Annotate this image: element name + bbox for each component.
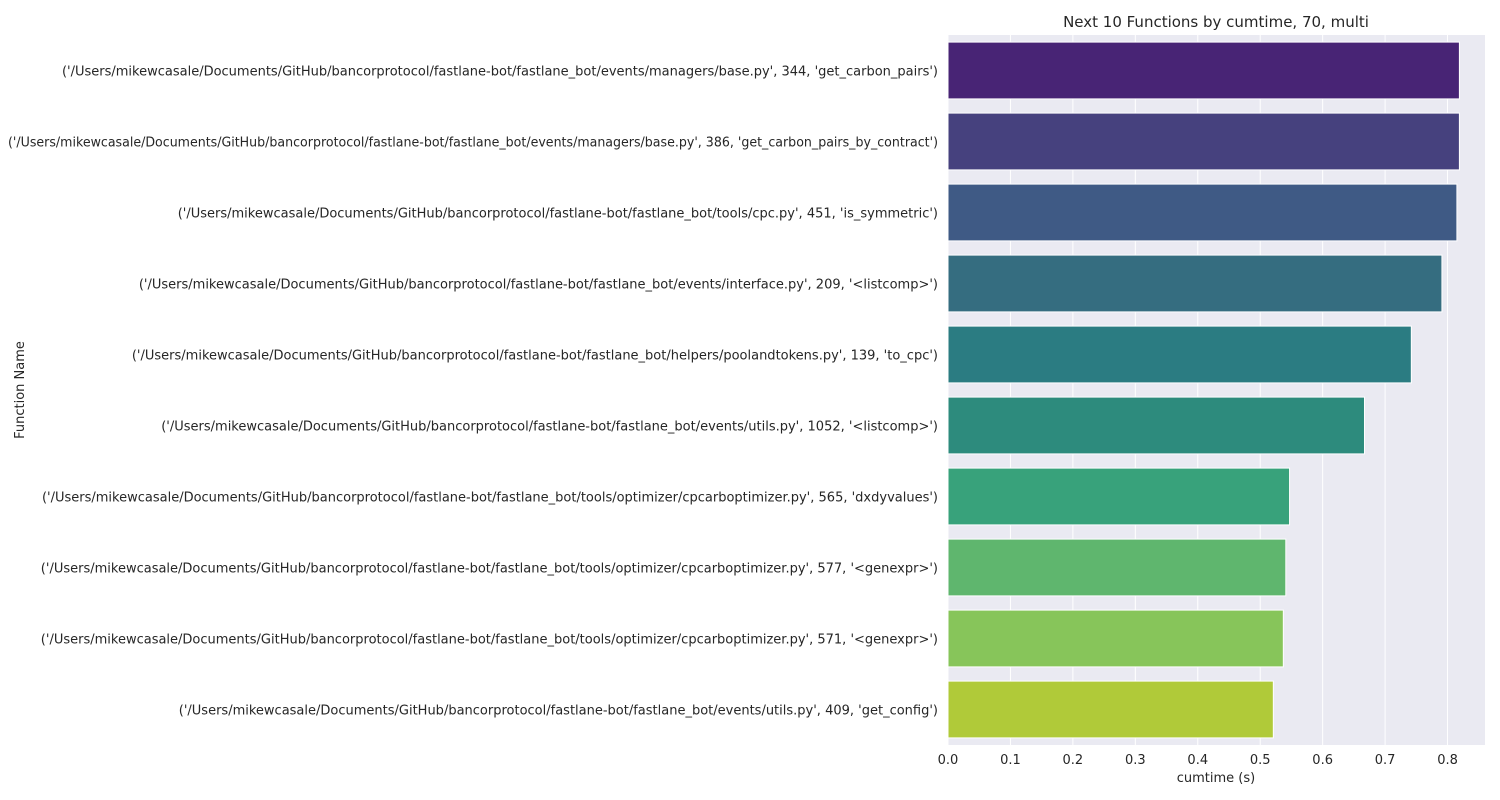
y-axis-title: Function Name <box>13 341 28 439</box>
bar <box>947 41 1460 100</box>
y-tick-label: ('/Users/mikewcasale/Documents/GitHub/ba… <box>161 420 938 435</box>
x-axis-title: cumtime (s) <box>1177 771 1255 786</box>
x-tick-label: 0.8 <box>1437 753 1458 768</box>
y-tick-label: ('/Users/mikewcasale/Documents/GitHub/ba… <box>62 65 938 80</box>
y-tick-label: ('/Users/mikewcasale/Documents/GitHub/ba… <box>41 562 938 577</box>
y-tick-label: ('/Users/mikewcasale/Documents/GitHub/ba… <box>139 278 938 293</box>
bar <box>947 254 1443 313</box>
y-tick-label: ('/Users/mikewcasale/Documents/GitHub/ba… <box>42 491 938 506</box>
x-tick-label: 0.5 <box>1250 753 1271 768</box>
x-tick-label: 0.3 <box>1125 753 1146 768</box>
x-tick-label: 0.1 <box>1000 753 1021 768</box>
x-tick-labels: 0.0 0.1 0.2 0.3 0.4 0.5 0.6 0.7 0.8 <box>938 753 1458 768</box>
bar <box>947 538 1287 597</box>
x-tick-label: 0.0 <box>938 753 959 768</box>
bar <box>947 112 1460 171</box>
y-tick-label: ('/Users/mikewcasale/Documents/GitHub/ba… <box>178 207 938 222</box>
bar <box>947 680 1274 739</box>
bar <box>947 183 1458 242</box>
y-tick-labels: ('/Users/mikewcasale/Documents/GitHub/ba… <box>8 65 938 719</box>
bar <box>947 609 1284 668</box>
bar <box>947 325 1412 384</box>
bars <box>947 41 1460 739</box>
x-tick-label: 0.6 <box>1312 753 1333 768</box>
y-tick-label: ('/Users/mikewcasale/Documents/GitHub/ba… <box>41 633 938 648</box>
y-tick-label: ('/Users/mikewcasale/Documents/GitHub/ba… <box>132 349 938 364</box>
y-tick-label: ('/Users/mikewcasale/Documents/GitHub/ba… <box>179 704 938 719</box>
chart-title: Next 10 Functions by cumtime, 70, multi <box>1063 13 1369 31</box>
x-tick-label: 0.7 <box>1375 753 1396 768</box>
y-tick-label: ('/Users/mikewcasale/Documents/GitHub/ba… <box>8 136 938 151</box>
bar <box>947 467 1291 526</box>
bar <box>947 396 1365 455</box>
x-tick-label: 0.4 <box>1187 753 1208 768</box>
x-tick-label: 0.2 <box>1063 753 1084 768</box>
